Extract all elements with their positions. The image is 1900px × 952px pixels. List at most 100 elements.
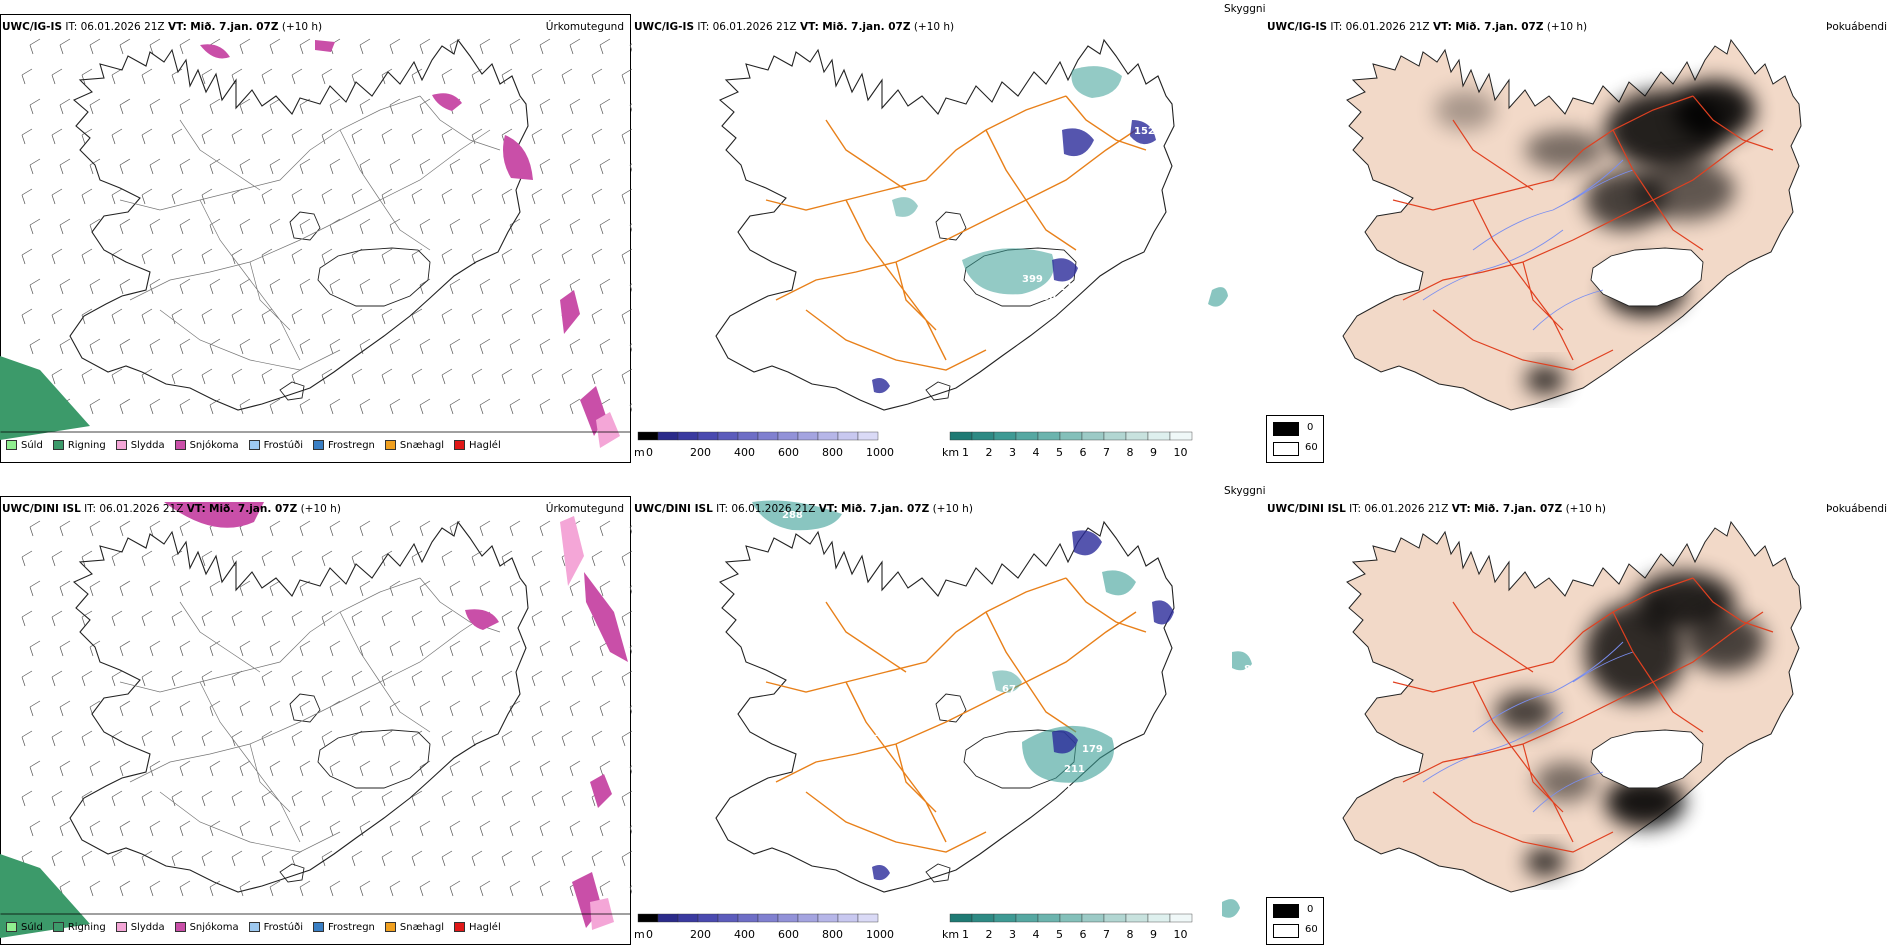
wind-barb: [321, 790, 333, 807]
wind-barb: [501, 610, 513, 627]
wind-barb: [59, 700, 71, 717]
panel-title: UWC/DINI ISL IT: 06.01.2026 21Z VT: Mið.…: [1267, 503, 1606, 515]
cloud-base-label: 211: [1064, 764, 1085, 775]
wind-barb: [111, 610, 123, 627]
height-tick: 200: [690, 928, 711, 941]
height-colorbar-cell: [797, 913, 819, 923]
wind-barb: [179, 338, 191, 355]
wind-barb: [509, 98, 521, 115]
wind-barb: [261, 128, 273, 145]
wind-barb: [141, 850, 153, 867]
cloud-base-label: 814: [1244, 664, 1262, 675]
wind-barb: [179, 38, 191, 55]
wind-barb: [621, 368, 632, 385]
precip-area: [465, 609, 499, 630]
glacier-outline: [925, 693, 967, 883]
panel-variable-label: Þokuábendi: [1826, 21, 1887, 33]
wind-barb: [471, 790, 483, 807]
wind-barb: [441, 308, 453, 325]
wind-barb: [531, 850, 543, 867]
wind-barb: [441, 550, 453, 567]
forecast-row-top: UWC/IG-IS IT: 06.01.2026 21Z VT: Mið. 7.…: [0, 0, 1900, 470]
wind-barb: [51, 128, 63, 145]
cloud-base-label: 247: [1064, 784, 1085, 795]
wind-barb: [621, 128, 632, 145]
wind-barb: [419, 398, 431, 415]
wind-barb: [539, 760, 551, 777]
precip-areas: [0, 40, 620, 448]
legend-item: Súld: [6, 922, 43, 933]
wind-barb: [509, 38, 521, 55]
wind-barb: [599, 218, 611, 235]
panel-title: UWC/IG-IS IT: 06.01.2026 21Z VT: Mið. 7.…: [1267, 21, 1588, 33]
visibility-colorbar-cell: [1147, 431, 1171, 441]
height-unit: m: [634, 446, 645, 459]
wind-barb: [171, 188, 183, 205]
wind-barb: [509, 520, 521, 537]
wind-barb: [419, 640, 431, 657]
wind-barb: [389, 640, 401, 657]
wind-barb: [291, 790, 303, 807]
wind-barb: [261, 670, 273, 687]
legend-label: Slydda: [130, 439, 165, 451]
wind-barb: [351, 790, 363, 807]
wind-barb: [141, 610, 153, 627]
fog-index-area: [1525, 848, 1565, 876]
cloud-area: [1071, 66, 1122, 98]
fog-index-area: [1525, 366, 1565, 394]
wind-barb: [441, 68, 453, 85]
wind-barb: [299, 398, 311, 415]
panel-variable-label: Úrkomutegund: [545, 503, 624, 515]
wind-barb: [209, 398, 221, 415]
cloud-base-label: 399: [1022, 274, 1043, 285]
wind-barb: [441, 610, 453, 627]
precip-type-panel: UWC/IG-IS IT: 06.01.2026 21Z VT: Mið. 7.…: [0, 0, 632, 465]
wind-barb: [629, 163, 632, 173]
wind-barb: [621, 248, 632, 265]
legend-item: Snæhagl: [384, 922, 444, 933]
height-colorbar-cell: [637, 913, 659, 923]
wind-barb: [201, 790, 213, 807]
legend-label: Súld: [21, 439, 43, 451]
wind-barb: [119, 278, 131, 295]
wind-barb: [621, 610, 632, 627]
wind-barb: [171, 790, 183, 807]
wind-barb: [441, 670, 453, 687]
cloud-area: [1232, 651, 1252, 671]
wind-barb: [299, 520, 311, 537]
wind-barb: [201, 730, 213, 747]
wind-barb: [149, 520, 161, 537]
wind-barb: [321, 308, 333, 325]
visibility-tick: 3: [1009, 446, 1016, 459]
wind-barb: [119, 520, 131, 537]
wind-barb: [381, 188, 393, 205]
wind-barb: [569, 760, 581, 777]
wind-barb: [119, 880, 131, 897]
wind-barb: [411, 850, 423, 867]
wind-barb: [51, 188, 63, 205]
wind-barb: [479, 278, 491, 295]
glacier-outline: [279, 211, 321, 401]
wind-barb: [441, 248, 453, 265]
wind-barb: [141, 368, 153, 385]
map-frame: [0, 496, 631, 945]
legend-label: Rigning: [67, 439, 106, 451]
wind-barb: [531, 730, 543, 747]
wind-barb: [111, 188, 123, 205]
visibility-panel: 152 211 399 36 UWC/IG-IS IT: 06.01.2026 21Z…: [632, 0, 1266, 465]
wind-barb: [599, 700, 611, 717]
legend-label: Rigning: [67, 921, 106, 933]
wind-barb: [119, 640, 131, 657]
wind-barb: [291, 128, 303, 145]
legend-label: Haglél: [469, 439, 501, 451]
height-tick: 200: [690, 446, 711, 459]
glacier-outline: [1590, 729, 1704, 789]
wind-barb: [389, 760, 401, 777]
wind-barb: [629, 765, 632, 775]
wind-barb: [389, 820, 401, 837]
legend-item: Frostúði: [248, 922, 303, 933]
wind-barb: [591, 730, 603, 747]
fog-map: [1342, 520, 1802, 893]
cloud-base-label: 251: [1094, 596, 1115, 607]
wind-barb: [29, 580, 41, 597]
